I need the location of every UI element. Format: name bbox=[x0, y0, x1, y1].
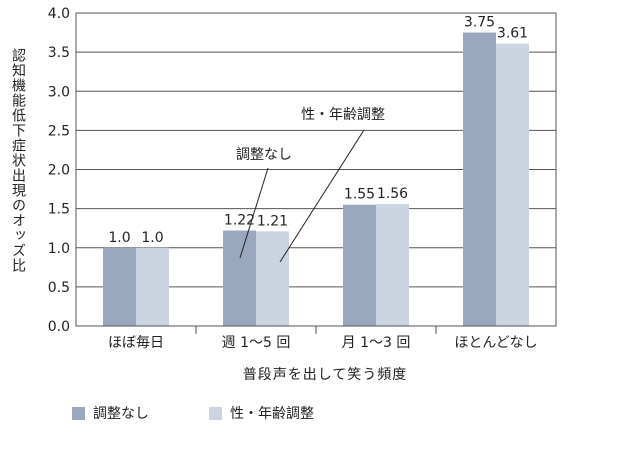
legend-label: 性・年齢調整 bbox=[230, 406, 314, 422]
data-label: 3.61 bbox=[497, 26, 528, 42]
bar bbox=[223, 230, 256, 326]
x-tick-label: ほとんどなし bbox=[454, 335, 537, 351]
legend-label: 調整なし bbox=[93, 406, 149, 422]
legend-item-unadjusted: 調整なし bbox=[72, 403, 149, 423]
annotation-label: 調整なし bbox=[236, 147, 292, 163]
x-tick-label: 月 1～3 回 bbox=[342, 335, 411, 351]
y-axis-label: 認知機能低下症状出現のオッズ比 bbox=[10, 48, 26, 273]
x-tick-label: ほぼ毎日 bbox=[108, 335, 164, 351]
annotation-leader-line bbox=[239, 167, 269, 259]
bar bbox=[103, 247, 136, 326]
legend-swatch bbox=[209, 406, 222, 420]
y-tick-label: 2.5 bbox=[48, 123, 70, 139]
data-label: 1.21 bbox=[257, 213, 288, 229]
data-label: 3.75 bbox=[464, 15, 495, 31]
bar bbox=[496, 43, 529, 327]
bars bbox=[103, 32, 529, 327]
bar bbox=[343, 204, 376, 326]
bar bbox=[256, 231, 289, 326]
y-tick-label: 2.0 bbox=[48, 163, 70, 179]
data-label: 1.0 bbox=[141, 230, 163, 246]
y-tick-label: 1.0 bbox=[48, 241, 70, 257]
data-label: 1.0 bbox=[108, 230, 130, 246]
x-axis-label: 普段声を出して笑う頻度 bbox=[242, 367, 408, 383]
data-label: 1.22 bbox=[224, 213, 255, 229]
y-tick-label: 0.0 bbox=[48, 319, 70, 335]
y-tick-label: 1.5 bbox=[48, 202, 70, 218]
annotation-label: 性・年齢調整 bbox=[301, 107, 385, 123]
bar bbox=[136, 247, 169, 326]
x-tick-label: 週 1～5 回 bbox=[222, 335, 291, 351]
y-tick-label: 3.5 bbox=[48, 45, 70, 61]
bar-chart: 0.0 0.5 1.0 1.5 2.0 2.5 3.0 3.5 4.0 1.0 1.22 1.55 3… bbox=[48, 6, 557, 351]
data-labels: 1.0 1.22 1.55 3.75 1.0 1.21 1.56 3.61 bbox=[108, 15, 528, 246]
x-axis-ticks: ほぼ毎日 週 1～5 回 月 1～3 回 ほとんどなし bbox=[108, 326, 538, 351]
y-tick-label: 4.0 bbox=[48, 6, 70, 22]
bar bbox=[463, 32, 496, 326]
y-axis-ticks: 0.0 0.5 1.0 1.5 2.0 2.5 3.0 3.5 4.0 bbox=[48, 6, 70, 335]
y-tick-label: 0.5 bbox=[48, 280, 70, 296]
data-label: 1.55 bbox=[344, 187, 375, 203]
annotation-leader-line bbox=[279, 129, 365, 263]
annotations: 調整なし 性・年齢調整 bbox=[236, 107, 385, 263]
bar bbox=[376, 203, 409, 326]
legend: 調整なし 性・年齢調整 bbox=[72, 403, 314, 423]
legend-swatch bbox=[72, 406, 85, 420]
plot-frame bbox=[75, 12, 557, 327]
y-tick-label: 3.0 bbox=[48, 84, 70, 100]
data-label: 1.56 bbox=[377, 186, 408, 202]
legend-item-adjusted: 性・年齢調整 bbox=[209, 403, 314, 423]
